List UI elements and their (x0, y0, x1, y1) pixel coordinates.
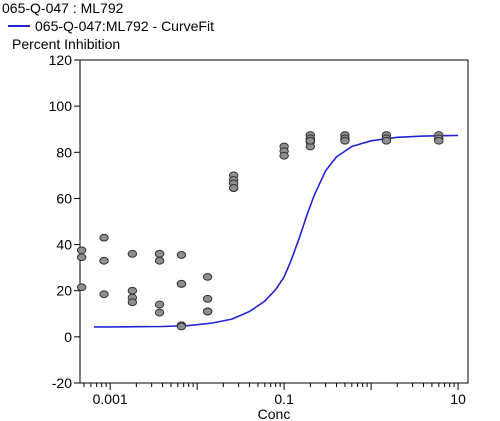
y-axis: -20 0 20 40 60 80 100 120 (49, 52, 80, 391)
y-tick-label: 60 (56, 190, 72, 206)
data-point (76, 253, 87, 262)
data-point (99, 256, 109, 265)
legend-label: 065-Q-047:ML792 - CurveFit (35, 18, 214, 34)
data-point (202, 294, 213, 303)
data-point (154, 249, 165, 258)
data-point (154, 300, 165, 309)
data-point (202, 272, 213, 281)
legend-line-swatch (8, 25, 30, 27)
data-point (279, 151, 289, 160)
data-point (434, 136, 444, 145)
data-point (99, 290, 109, 299)
legend: 065-Q-047:ML792 - CurveFit (8, 18, 214, 34)
data-point (176, 322, 187, 331)
points-layer (76, 131, 444, 331)
x-tick-label: 0.001 (93, 391, 128, 407)
data-point (127, 286, 138, 295)
x-tick-label: 0.1 (274, 391, 294, 407)
x-axis: 0.001 0.1 10 (83, 383, 466, 407)
data-point (76, 246, 87, 255)
data-point (202, 307, 213, 316)
x-tick-label: 10 (450, 391, 466, 407)
data-point (154, 256, 165, 265)
data-point (127, 298, 138, 307)
data-point (176, 251, 187, 259)
y-tick-label: 120 (49, 52, 73, 68)
chart-title: 065-Q-047 : ML792 (2, 0, 124, 16)
y-tick-label: 100 (49, 98, 73, 114)
y-tick-label: 20 (56, 283, 72, 299)
data-point (228, 184, 239, 192)
data-point (99, 233, 109, 242)
curve-layer (93, 134, 459, 328)
y-tick-label: 40 (56, 237, 72, 253)
data-point (381, 136, 392, 145)
data-point (76, 283, 87, 292)
plot-area (79, 59, 469, 384)
data-point (127, 249, 138, 258)
curve-fit-line (93, 134, 459, 328)
data-point (340, 136, 350, 145)
y-tick-label: 80 (56, 144, 72, 160)
data-point (176, 279, 187, 288)
data-point (305, 136, 316, 145)
y-tick-label: 0 (64, 329, 72, 345)
x-axis-label: Conc (258, 406, 291, 421)
y-axis-label: Percent Inhibition (12, 36, 121, 52)
y-tick-label: -20 (52, 375, 72, 391)
data-point (154, 308, 165, 317)
